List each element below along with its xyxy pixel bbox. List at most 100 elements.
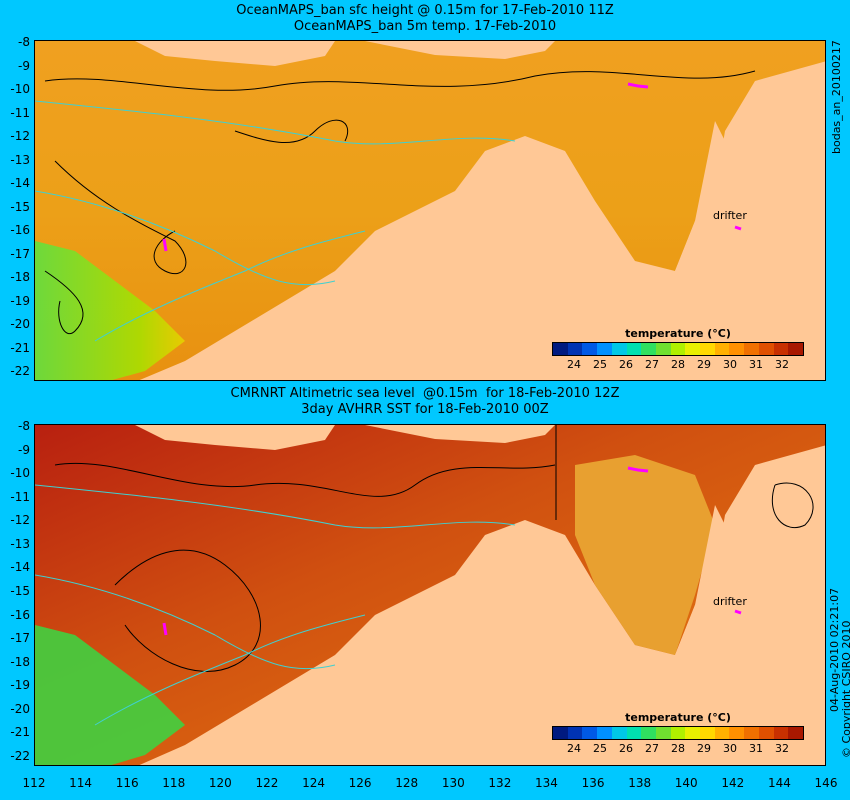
y-tick-label: -17 [10,631,30,646]
colorbar-tick-label: 25 [593,358,607,371]
y-tick-label: -9 [18,58,30,73]
bottom-map-svg [35,425,825,765]
colorbar-segment [773,343,789,355]
colorbar-segment [553,727,568,739]
y-tick-label: -8 [18,419,30,433]
y-tick-label: -20 [10,317,30,331]
top-contour-4 [234,119,349,144]
top-colorbar [552,342,804,356]
y-tick-label: -19 [10,293,30,308]
y-tick-label: -15 [10,584,30,598]
y-tick-label: -18 [10,270,30,284]
x-tick-label: 118 [162,776,186,790]
colorbar-segment [700,343,715,355]
top-legend: temperature (°C) 24 25 26 27 28 29 30 31 32 [552,327,804,372]
colorbar-tick-label: 26 [619,358,633,371]
colorbar-segment [641,343,656,355]
bottom-north-land-2 [365,425,555,443]
x-tick-label: 122 [255,776,279,790]
top-isobath-1 [35,100,516,145]
bottom-map-panel: drifter temperature (°C) 24 25 26 27 28 29 30 3… [34,424,826,766]
colorbar-segment [714,343,730,355]
top-title-line1: OceanMAPS_ban sfc height @ 0.15m for 17-… [236,3,614,18]
y-tick-label: -13 [10,152,30,167]
y-tick-label: -10 [10,466,30,481]
colorbar-tick-label: 30 [723,358,737,371]
colorbar-segment [670,343,686,355]
bottom-isobath-2 [35,574,336,670]
bottom-colorbar [552,726,804,740]
y-tick-label: -14 [10,176,30,190]
top-legend-title: temperature (°C) [625,327,731,340]
top-contour-3 [44,270,84,334]
top-title-line2: OceanMAPS_ban 5m temp. 17-Feb-2010 [293,19,557,34]
y-tick-label: -16 [10,607,30,622]
colorbar-segment [626,727,642,739]
y-tick-label: -18 [10,654,30,669]
bottom-legend-title: temperature (°C) [625,711,731,724]
bottom-isobath-1 [35,484,516,529]
colorbar-segment [744,343,759,355]
bottom-isobath-3 [94,614,366,726]
colorbar-segment [685,727,701,739]
x-tick-label: 136 [581,776,605,790]
top-cool-water [35,241,185,380]
y-tick-label: -17 [10,246,30,261]
top-drifter-track-2 [627,82,649,89]
top-north-land [135,41,335,66]
x-tick-label: 134 [535,776,558,790]
bottom-north-land [135,425,335,450]
y-tick-label: -15 [10,199,30,214]
x-tick-label: 138 [628,776,652,790]
colorbar-tick-label: 29 [697,742,711,755]
colorbar-tick-label: 24 [567,358,581,371]
bottom-drifter-track-2 [627,466,649,473]
y-tick-label: -21 [10,340,30,355]
x-tick-label: 120 [208,776,232,790]
x-tick-label: 124 [302,776,325,790]
x-tick-label: 128 [395,776,419,790]
colorbar-segment [597,343,612,355]
colorbar-segment [553,343,568,355]
y-tick-label: -13 [10,536,30,551]
y-tick-label: -16 [10,223,30,237]
colorbar-segment [611,343,627,355]
colorbar-segment [655,343,671,355]
top-north-land-2 [365,41,555,59]
colorbar-segment [655,727,671,739]
colorbar-tick-label: 30 [723,742,737,755]
x-tick-label: 116 [115,776,139,790]
colorbar-tick-label: 26 [619,742,633,755]
colorbar-tick-label: 32 [775,358,789,371]
colorbar-tick-label: 29 [697,358,711,371]
top-drifter-track-3 [734,225,742,231]
y-tick-label: -22 [10,749,30,763]
top-colorbar-ticks: 24 25 26 27 28 29 30 31 32 [552,356,804,372]
y-tick-label: -11 [10,105,30,120]
colorbar-segment [567,343,583,355]
colorbar-segment [788,343,803,355]
bottom-drifter-track-1 [162,622,168,636]
top-map-panel: drifter temperature (°C) 24 25 26 27 28 29 30 3… [34,40,826,381]
x-tick-label: 132 [488,776,512,790]
colorbar-tick-label: 28 [671,358,685,371]
top-side-label: bodas_an_20100217 [830,40,843,154]
bottom-colorbar-ticks: 24 25 26 27 28 29 30 31 32 [552,740,804,756]
top-drifter-label: drifter [713,209,747,222]
colorbar-segment [714,727,730,739]
x-tick-label: 140 [674,776,698,790]
top-sea-region [35,41,825,380]
top-y-axis: -8 -9 -10 -11 -12 -13 -14 -15 -16 -17 -18 -19 -20 -21… [0,36,32,381]
bottom-y-axis: -8 -9 -10 -11 -12 -13 -14 -15 -16 -17 -18 -19 -20 -21… [0,420,32,766]
y-tick-label: -21 [10,725,30,740]
x-tick-label: 114 [69,776,93,790]
bottom-gulf [575,455,715,655]
y-tick-label: -10 [10,82,30,96]
y-tick-label: -19 [10,678,30,693]
top-contour-2 [54,160,187,275]
colorbar-tick-label: 24 [567,742,581,755]
colorbar-segment [626,343,642,355]
colorbar-tick-label: 31 [749,742,763,755]
colorbar-tick-label: 27 [645,358,659,371]
x-tick-label: 146 [814,776,838,790]
